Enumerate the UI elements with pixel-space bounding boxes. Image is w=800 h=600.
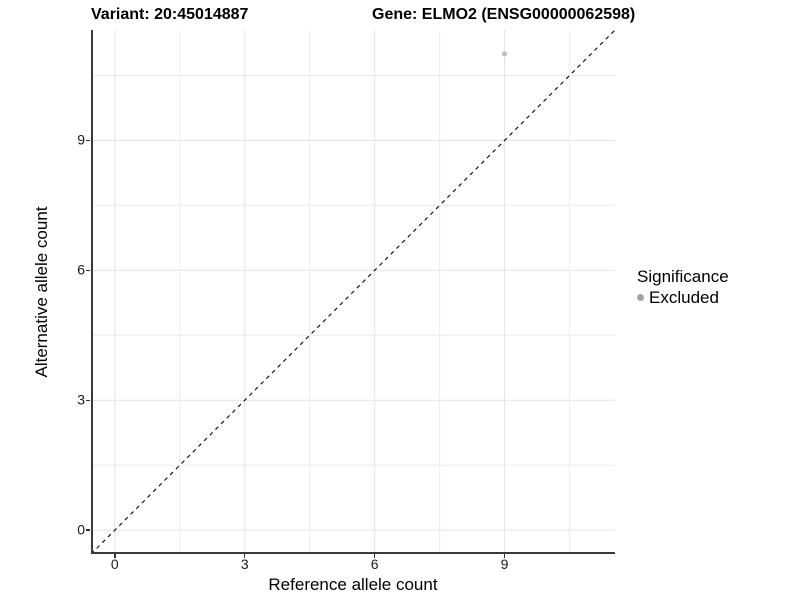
y-tick-mark bbox=[86, 139, 90, 142]
x-axis-label: Reference allele count bbox=[268, 575, 438, 594]
y-tick-mark bbox=[86, 269, 90, 272]
variant-title: Variant: 20:45014887 bbox=[91, 6, 249, 23]
x-tick-mark bbox=[373, 554, 376, 558]
legend-entry-label: Excluded bbox=[649, 288, 719, 307]
gene-title: Gene: ELMO2 (ENSG00000062598) bbox=[372, 6, 636, 23]
x-tick-label: 3 bbox=[240, 556, 249, 572]
legend-point-swatch bbox=[637, 294, 644, 301]
y-tick-label: 3 bbox=[77, 391, 85, 408]
plot-panel bbox=[91, 30, 615, 554]
identity-dashed-line bbox=[91, 30, 615, 554]
y-tick-mark bbox=[86, 529, 90, 531]
y-tick-label: 6 bbox=[77, 261, 85, 278]
x-tick-label: 0 bbox=[110, 556, 119, 572]
y-axis-label: Alternative allele count bbox=[32, 206, 51, 378]
x-tick-mark bbox=[114, 554, 116, 558]
plot-canvas bbox=[91, 30, 615, 554]
legend: Significance Excluded bbox=[637, 266, 729, 308]
data-point-excluded bbox=[501, 51, 508, 57]
y-tick-mark bbox=[86, 399, 90, 401]
x-tick-mark bbox=[243, 554, 246, 558]
x-tick-label: 6 bbox=[370, 556, 379, 572]
y-tick-label: 9 bbox=[77, 131, 85, 148]
legend-title: Significance bbox=[637, 267, 729, 286]
y-tick-label: 0 bbox=[77, 521, 85, 538]
legend-entry-excluded: Excluded bbox=[637, 287, 729, 308]
x-tick-mark bbox=[503, 554, 506, 558]
x-tick-label: 9 bbox=[500, 556, 509, 572]
